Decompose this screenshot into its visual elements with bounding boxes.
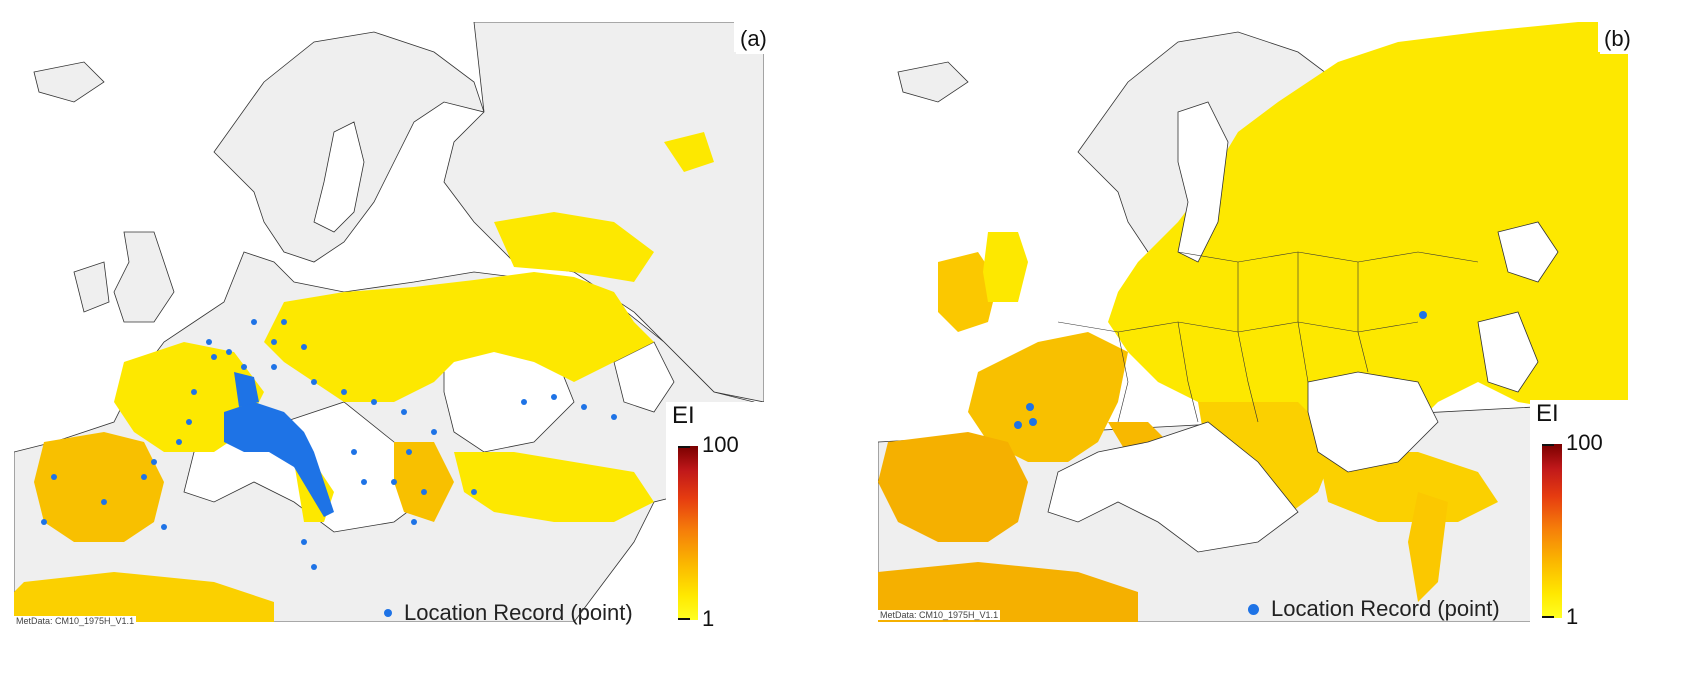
scale-title: EI — [1536, 400, 1559, 427]
scale-min-label: 1 — [702, 606, 715, 631]
scale-gradient-bar — [1542, 444, 1562, 618]
country-borders — [1057, 251, 1479, 423]
colour-scale-b: EI 100 1 — [1530, 400, 1628, 640]
location-records-b — [1014, 311, 1427, 429]
panel-label-b: (b) — [1600, 24, 1635, 54]
suitability-layer-a — [14, 132, 714, 622]
scale-tick-max — [1542, 444, 1554, 446]
map-canvas-b — [878, 22, 1628, 622]
scale-gradient-bar — [678, 446, 698, 620]
map-panel-a: (a) MetData: CM10_1975H_V1.1 Location Re… — [14, 22, 771, 686]
location-records-a — [41, 319, 617, 570]
scale-title: EI — [672, 402, 695, 429]
scale-tick-min — [678, 618, 690, 620]
legend-location-record-a: Location Record (point) — [384, 600, 633, 626]
legend-label: Location Record (point) — [1271, 596, 1500, 621]
legend-point-icon — [1248, 603, 1259, 615]
map-panel-b: (b) MetData: CM10_1975H_V1.1 Location Re… — [878, 22, 1635, 686]
scale-min-label: 1 — [1566, 604, 1579, 629]
metadata-credit-b: MetData: CM10_1975H_V1.1 — [878, 610, 1001, 620]
metadata-credit-a: MetData: CM10_1975H_V1.1 — [14, 616, 137, 626]
panel-label-a: (a) — [736, 24, 771, 54]
scale-max-label: 100 — [702, 432, 739, 457]
map-canvas-a — [14, 22, 764, 622]
scale-tick-min — [1542, 616, 1554, 618]
scale-tick-max — [678, 446, 690, 448]
legend-label: Location Record (point) — [404, 600, 633, 625]
colour-scale-a: EI 100 1 — [666, 402, 764, 642]
legend-point-icon — [384, 609, 392, 617]
legend-location-record-b: Location Record (point) — [1248, 596, 1500, 622]
scale-max-label: 100 — [1566, 430, 1603, 455]
